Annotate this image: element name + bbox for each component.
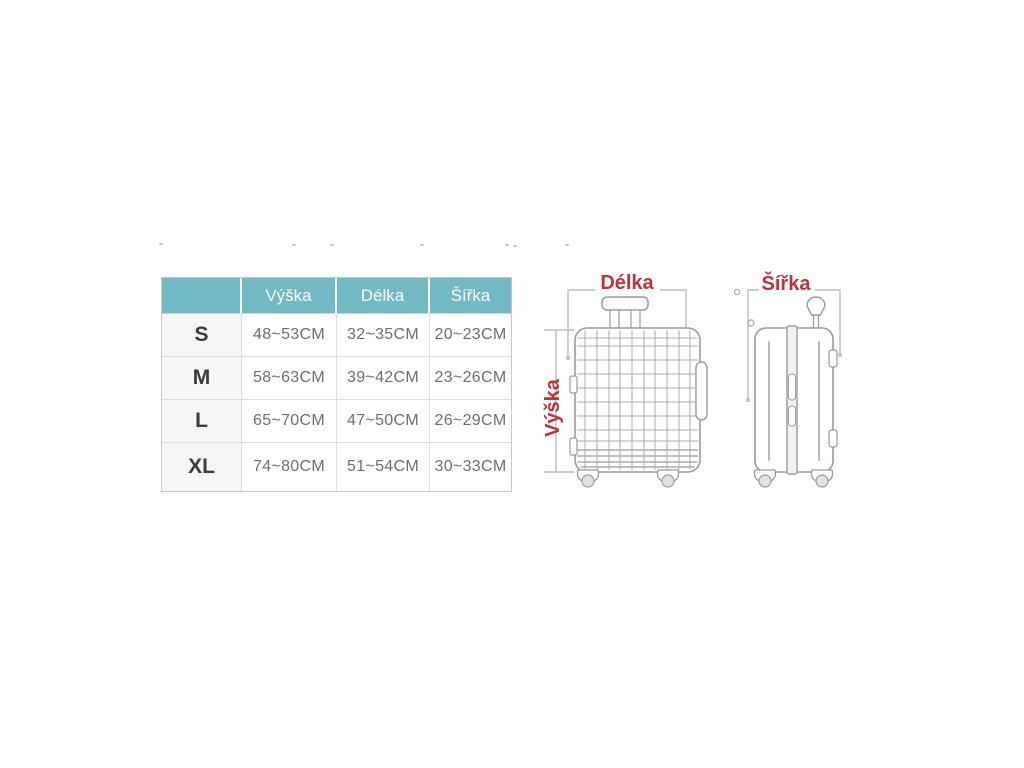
sirka-dimension-bracket xyxy=(733,288,842,402)
column-header-sirka: Šířka xyxy=(430,278,511,314)
trolley-handle xyxy=(601,296,649,331)
table-cell: 26~29CM xyxy=(430,400,511,443)
table-corner-cell xyxy=(162,278,242,314)
row-label-xl: XL xyxy=(162,443,242,491)
side-handle-grip xyxy=(806,296,826,331)
artifact-mark xyxy=(330,244,334,246)
artifact-mark xyxy=(513,245,517,247)
side-wheels xyxy=(753,469,834,488)
table-cell: 20~23CM xyxy=(430,314,511,357)
table-cell: 30~33CM xyxy=(430,443,511,491)
vyska-dimension-line xyxy=(544,329,574,473)
front-suitcase-drawing xyxy=(544,289,708,488)
side-carry-handle xyxy=(695,361,708,421)
table-cell: 47~50CM xyxy=(337,400,430,443)
spine-lock-slots xyxy=(787,373,797,427)
vyska-dimension-label: Výška xyxy=(542,379,564,437)
table-cell: 32~35CM xyxy=(337,314,430,357)
table-cell: 39~42CM xyxy=(337,357,430,400)
left-edge-studs xyxy=(569,375,578,456)
front-wheels xyxy=(576,469,680,488)
row-label-l: L xyxy=(162,400,242,443)
artifact-mark xyxy=(159,243,163,245)
table-cell: 58~63CM xyxy=(242,357,337,400)
table-cell: 51~54CM xyxy=(337,443,430,491)
table-cell: 48~53CM xyxy=(242,314,337,357)
artifact-mark xyxy=(292,244,296,246)
column-header-delka: Délka xyxy=(337,278,430,314)
artifact-mark xyxy=(505,244,509,246)
table-cell: 74~80CM xyxy=(242,443,337,491)
plaid-pattern xyxy=(577,330,698,470)
delka-dimension-label: Délka xyxy=(600,272,654,294)
row-label-s: S xyxy=(162,314,242,357)
right-edge-latches xyxy=(828,349,838,448)
artifact-mark xyxy=(565,244,569,246)
shell-ridges xyxy=(768,341,820,461)
artifact-mark xyxy=(420,244,424,246)
column-header-vyska: Výška xyxy=(242,278,337,314)
sirka-dimension-label: Šířka xyxy=(761,273,811,295)
side-suitcase-drawing xyxy=(733,288,842,488)
table-cell: 65~70CM xyxy=(242,400,337,443)
table-cell: 23~26CM xyxy=(430,357,511,400)
row-label-m: M xyxy=(162,357,242,400)
size-table: Výška Délka Šířka S 48~53CM 32~35CM 20~2… xyxy=(161,277,512,492)
